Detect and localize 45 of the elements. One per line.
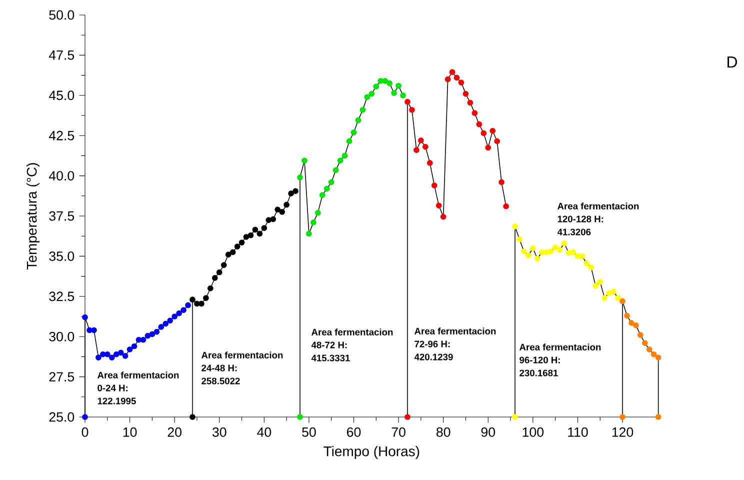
annotation: 24-48 H: <box>202 364 237 372</box>
y-tick-label: 45.0 <box>48 90 74 100</box>
text: D <box>728 56 738 68</box>
x-tick-label: 110 <box>568 427 588 437</box>
x-tick-label: 70 <box>392 427 406 437</box>
annotation: 258.5022 <box>202 378 240 384</box>
annotation: 420.1239 <box>414 354 453 360</box>
x-tick-label: 50 <box>302 427 316 437</box>
annotation: 230.1681 <box>520 370 558 376</box>
x-tick-label: 0 <box>82 427 88 437</box>
annotation: 72-96 H: <box>414 340 450 348</box>
y-tick-label: 35.0 <box>49 251 74 261</box>
y-axis-title: Temperatura (°C) <box>26 163 40 270</box>
x-tick-label: 80 <box>436 427 450 437</box>
x-tick-label: 10 <box>123 427 137 437</box>
y-tick-label: 30.0 <box>49 332 74 342</box>
annotation: Area fermentacion <box>202 352 283 358</box>
y-tick-label: 27.5 <box>49 372 74 382</box>
annotation: Area fermentacion <box>558 202 639 210</box>
x-tick-label: 60 <box>347 427 361 437</box>
annotation: 41.3206 <box>557 228 591 236</box>
annotation: Area fermentacion <box>312 328 393 336</box>
x-tick-label: 90 <box>481 427 496 437</box>
annotation: Area fermentacion <box>520 344 601 350</box>
annotation: 415.3331 <box>311 354 350 362</box>
y-tick-label: 37.5 <box>49 211 74 221</box>
annotation: 48-72 H: <box>311 342 347 348</box>
x-tick-label: 100 <box>522 427 544 437</box>
y-tick-label: 42.5 <box>48 130 74 140</box>
y-tick-label: 47.5 <box>48 50 74 60</box>
x-axis-title: Tiempo (Horas) <box>324 446 420 460</box>
x-tick-label: 20 <box>168 427 182 437</box>
annotation: 120-128 H: <box>558 216 604 222</box>
annotation: Area fermentacion <box>98 372 179 378</box>
x-tick-label: 120 <box>612 427 634 437</box>
y-tick-label: 40.0 <box>48 171 74 181</box>
annotation: 96-120 H: <box>520 356 560 364</box>
annotation: 0-24 H: <box>98 384 128 392</box>
y-tick-label: 50.0 <box>49 10 74 20</box>
x-tick-label: 30 <box>212 427 226 437</box>
y-tick-label: 32.5 <box>49 292 74 302</box>
y-tick-label: 25.0 <box>49 412 74 422</box>
annotation: Area fermentacion <box>414 328 496 334</box>
annotation: 122.1995 <box>98 398 136 404</box>
x-tick-label: 40 <box>257 427 272 437</box>
